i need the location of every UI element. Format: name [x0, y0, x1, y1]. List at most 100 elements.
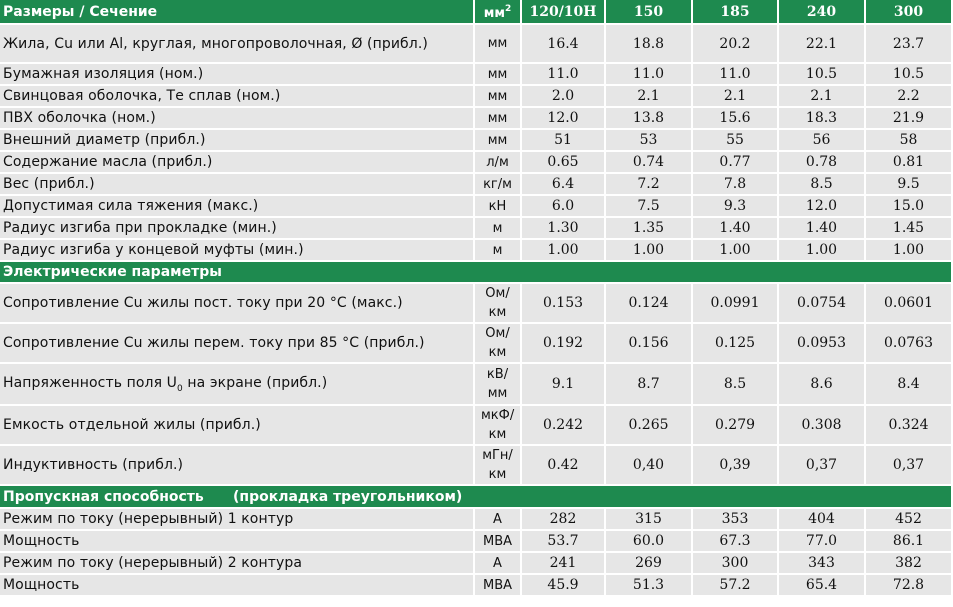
header-col-3: 240: [779, 0, 866, 25]
row-label-text: Жила, Cu или Al, круглая, многопроволочн…: [3, 35, 428, 52]
row-unit: кН: [475, 196, 522, 218]
row-value: 53.7: [522, 531, 606, 553]
row-value: 53: [606, 130, 693, 152]
row-value: 0.124: [606, 284, 693, 324]
row-value: 8.4: [866, 364, 953, 406]
row-unit: кг/м: [475, 174, 522, 196]
row-value: 2.1: [606, 86, 693, 108]
row-value: 8.6: [779, 364, 866, 406]
row-value: 51.3: [606, 575, 693, 597]
row-label-text: Радиус изгиба при прокладке (мин.): [3, 220, 277, 236]
row-label-text: Бумажная изоляция (ном.): [3, 66, 204, 82]
row-label: Вес (прибл.): [0, 174, 475, 196]
row-label: Сопротивление Cu жилы пост. току при 20 …: [0, 284, 475, 324]
row-value: 55: [693, 130, 779, 152]
row-value: 0,37: [866, 446, 953, 486]
row-value: 72.8: [866, 575, 953, 597]
row-value: 57.2: [693, 575, 779, 597]
row-unit: мГн/ км: [475, 446, 522, 486]
row-value: 1.00: [522, 240, 606, 262]
row-value: 1.40: [693, 218, 779, 240]
row-value: 11.0: [522, 64, 606, 86]
row-value: 300: [693, 553, 779, 575]
table-row: Радиус изгиба при прокладке (мин.) м 1.30 1…: [0, 218, 953, 240]
row-value: 15.0: [866, 196, 953, 218]
row-unit: Ом/ км: [475, 284, 522, 324]
row-label-text: Содержание масла (прибл.): [3, 154, 213, 170]
row-value: 1.30: [522, 218, 606, 240]
row-value: 6.0: [522, 196, 606, 218]
row-value: 15.6: [693, 108, 779, 130]
row-value: 18.3: [779, 108, 866, 130]
row-value: 1.45: [866, 218, 953, 240]
row-value: 0.265: [606, 406, 693, 446]
row-label: Допустимая сила тяжения (макс.): [0, 196, 475, 218]
row-value: 10.5: [779, 64, 866, 86]
row-value: 0,37: [779, 446, 866, 486]
row-value: 45.9: [522, 575, 606, 597]
row-unit: MBA: [475, 575, 522, 597]
row-value: 0.192: [522, 324, 606, 364]
row-label-subscript: 0: [177, 383, 183, 394]
row-value: 0.156: [606, 324, 693, 364]
row-label-text: Допустимая сила тяжения (макс.): [3, 198, 259, 214]
row-label: Емкость отдельной жилы (прибл.): [0, 406, 475, 446]
row-value: 67.3: [693, 531, 779, 553]
row-value: 1.00: [779, 240, 866, 262]
row-unit: Ом/ км: [475, 324, 522, 364]
row-value: 9.3: [693, 196, 779, 218]
row-value: 77.0: [779, 531, 866, 553]
table-row: Напряженность поля U0 на экране (прибл.)…: [0, 364, 953, 406]
row-label-text: Режим по току (нерерывный) 1 контур: [3, 511, 294, 527]
row-value: 0,39: [693, 446, 779, 486]
row-label: Сопротивление Cu жилы перем. току при 85…: [0, 324, 475, 364]
row-value: 8.5: [693, 364, 779, 406]
row-label-text: Индуктивность (прибл.): [3, 457, 184, 473]
row-value: 0.81: [866, 152, 953, 174]
row-label-text: Режим по току (нерерывный) 2 контура: [3, 555, 303, 571]
table-row: Жила, Cu или Al, круглая, многопроволочн…: [0, 25, 953, 64]
row-value: 282: [522, 509, 606, 531]
row-value: 2.2: [866, 86, 953, 108]
row-value: 16.4: [522, 25, 606, 64]
row-value: 1.00: [693, 240, 779, 262]
row-value: 0.0601: [866, 284, 953, 324]
row-label: Внешний диаметр (прибл.): [0, 130, 475, 152]
row-value: 0.308: [779, 406, 866, 446]
header-col-2: 185: [693, 0, 779, 25]
row-label-text: ПВХ оболочка (ном.): [3, 110, 156, 126]
table-row: Вес (прибл.) кг/м 6.4 7.2 7.8 8.5 9.5: [0, 174, 953, 196]
section-header: Пропускная способность (прокладка треуго…: [0, 486, 953, 509]
row-value: 452: [866, 509, 953, 531]
header-unit-base: мм: [483, 6, 505, 21]
section-title: Электрические параметры: [0, 262, 953, 284]
row-value: 0.74: [606, 152, 693, 174]
table-row: Радиус изгиба у концевой муфты (мин.) м 1.…: [0, 240, 953, 262]
row-value: 0.0763: [866, 324, 953, 364]
row-label: Бумажная изоляция (ном.): [0, 64, 475, 86]
row-value: 13.8: [606, 108, 693, 130]
row-value: 0.242: [522, 406, 606, 446]
row-value: 0,40: [606, 446, 693, 486]
header-title: Размеры / Сечение: [0, 0, 475, 25]
row-label: Свинцовая оболочка, Те сплав (ном.): [0, 86, 475, 108]
row-unit: кВ/ мм: [475, 364, 522, 406]
row-value: 23.7: [866, 25, 953, 64]
header-col-4: 300: [866, 0, 953, 25]
row-value: 1.40: [779, 218, 866, 240]
table-row: Мощность MBA 53.7 60.0 67.3 77.0 86.1: [0, 531, 953, 553]
table-row: Режим по току (нерерывный) 2 контура A 241…: [0, 553, 953, 575]
row-unit: мм: [475, 64, 522, 86]
row-unit: мкФ/ км: [475, 406, 522, 446]
table-row: Свинцовая оболочка, Те сплав (ном.) мм 2.0…: [0, 86, 953, 108]
row-value: 343: [779, 553, 866, 575]
row-value: 10.5: [866, 64, 953, 86]
row-label: Режим по току (нерерывный) 2 контура: [0, 553, 475, 575]
table-row: Емкость отдельной жилы (прибл.) мкФ/ км 0.…: [0, 406, 953, 446]
row-value: 353: [693, 509, 779, 531]
row-value: 1.00: [866, 240, 953, 262]
row-label-text: Напряженность поля U: [3, 374, 178, 391]
row-value: 51: [522, 130, 606, 152]
table-row: Бумажная изоляция (ном.) мм 11.0 11.0 11.0 10…: [0, 64, 953, 86]
